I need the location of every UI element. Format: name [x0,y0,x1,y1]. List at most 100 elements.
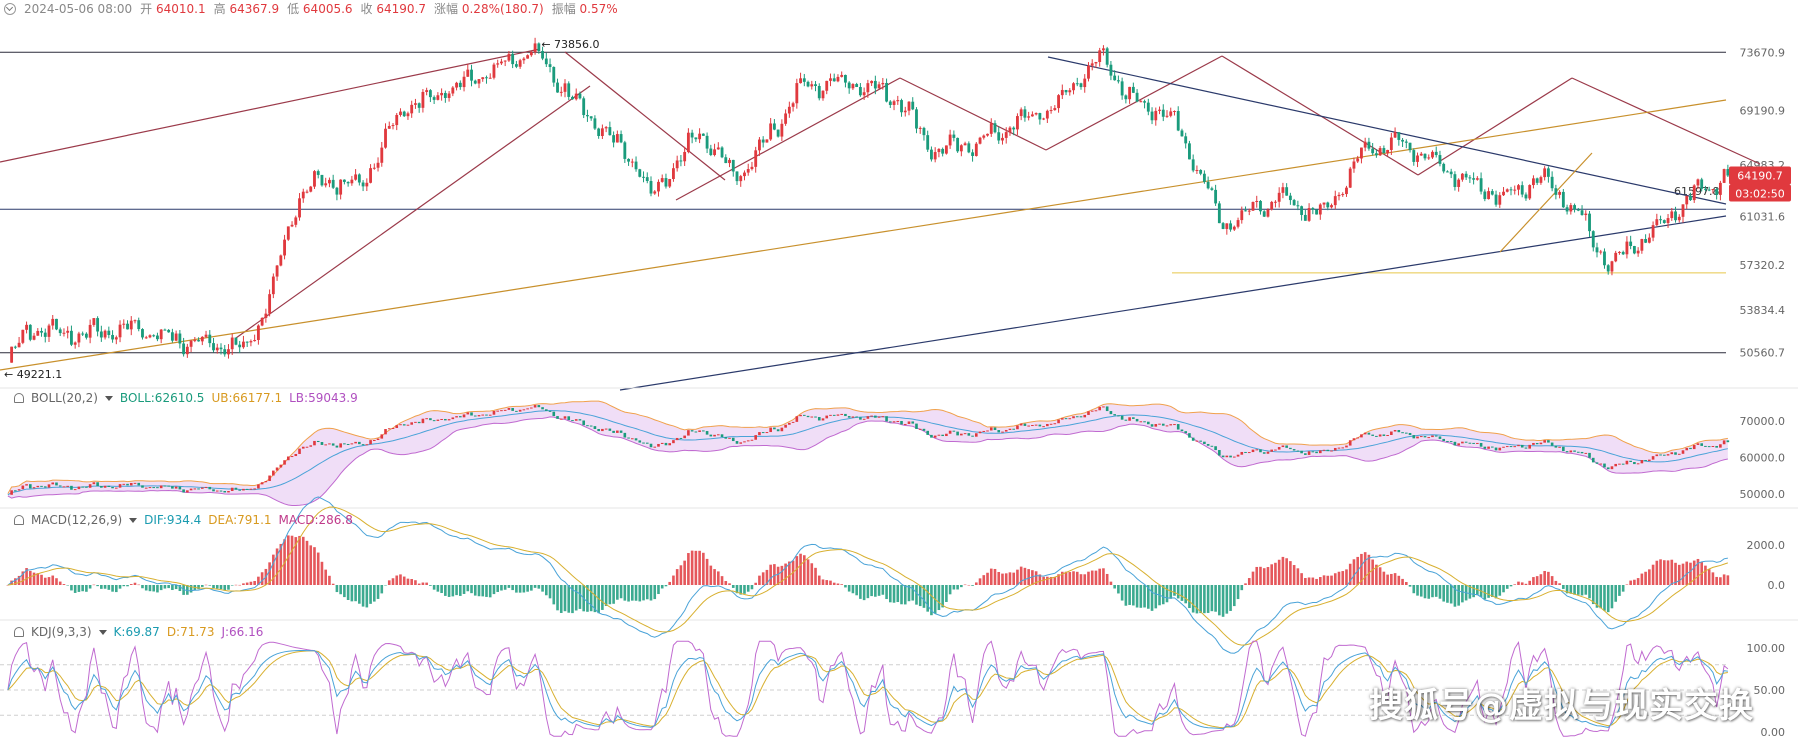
macd-bar [739,585,743,595]
macd-bar [604,585,608,606]
macd-bar [1203,585,1206,614]
boll-candle [1348,440,1352,446]
boll-candle [1184,431,1188,434]
macd-bar [567,585,571,613]
boll-candle [1618,463,1621,465]
macd-bar [1573,585,1576,595]
boll-candle [810,416,814,418]
macd-bar [1173,585,1176,596]
candle-body [260,317,264,326]
boll-candle [1352,438,1356,441]
boll-candle [1715,445,1718,448]
boll-candle [933,435,937,438]
boll-candle [1004,429,1008,432]
candle-body [1427,157,1431,159]
boll-candle [866,416,870,419]
boll-candle [272,470,275,476]
candle-body [900,100,903,113]
boll-candle [335,445,339,448]
candle-body [690,132,694,138]
boll-candle [343,443,346,445]
candle-body [903,110,907,113]
macd-bar [1606,585,1610,613]
boll-candle [855,416,858,418]
macd-bar [1707,569,1711,585]
macd-bar [25,568,28,585]
candle-body [1072,83,1075,91]
macd-bar [1247,578,1251,585]
dropdown-caret-icon[interactable] [104,395,113,401]
macd-bar [1655,560,1659,585]
boll-candle [253,488,256,490]
boll-candle [1550,442,1554,446]
boll-candle [645,442,649,444]
macd-bar [1401,578,1404,585]
boll-candle [290,456,294,458]
boll-axis-tick: 60000.0 [1740,452,1786,465]
boll-candle [1023,423,1027,426]
candle-body [174,333,178,341]
candle-body [1588,213,1591,232]
macd-bar [877,585,881,596]
boll-candle [657,443,660,447]
collapse-chevron-icon[interactable] [4,3,16,15]
dropdown-caret-icon[interactable] [98,629,107,635]
boll-candle [731,437,735,442]
macd-dea-line [7,506,1729,646]
candle-body [974,143,978,156]
boll-candle [1221,455,1225,458]
candle-body [731,159,735,172]
boll-candle [1461,441,1464,444]
boll-candle [238,489,242,491]
candle-body [1173,111,1176,113]
boll-candle [1419,436,1423,438]
boll-candle [1356,437,1360,439]
candle-body [881,82,885,85]
macd-bar [1232,585,1236,607]
candle-body [1487,191,1490,200]
bell-icon[interactable] [14,393,24,403]
candle-body [675,160,679,169]
macd-bar [215,585,219,589]
boll-candle [507,407,511,410]
candle-body [892,101,896,105]
boll-candle [1722,440,1726,445]
macd-bar [571,585,574,614]
boll-candle [960,433,963,436]
candle-body [88,324,92,338]
macd-bar [111,585,114,592]
macd-bar [847,585,851,592]
candle-body [432,97,436,100]
boll-candle [339,443,342,448]
candle-body [387,125,391,129]
candle-body [877,84,881,89]
boll-candle [436,419,440,421]
boll-candle [601,428,604,432]
candle-body [1677,216,1681,221]
candle-body [645,177,649,182]
candle-body [1270,201,1274,210]
candle-body [133,320,137,322]
candle-body [582,98,586,116]
candle-body [481,77,485,80]
candle-body [159,329,163,340]
boll-candle [1666,454,1670,456]
macd-bar [470,585,473,594]
boll-candle [264,481,268,483]
macd-bar [1008,572,1012,585]
macd-bar [1087,571,1090,585]
dropdown-caret-icon[interactable] [129,517,138,523]
macd-bar [1064,571,1068,585]
bell-icon[interactable] [14,515,24,525]
macd-bar [1674,562,1677,585]
macd-bar [1277,559,1281,585]
macd-bar [1513,584,1517,585]
macd-bar [230,585,234,586]
candle-body [847,82,851,89]
bell-icon[interactable] [14,627,24,637]
macd-bar [275,548,279,585]
macd-bar [758,575,761,585]
candle-body [1412,150,1416,162]
boll-candle [1468,442,1472,444]
